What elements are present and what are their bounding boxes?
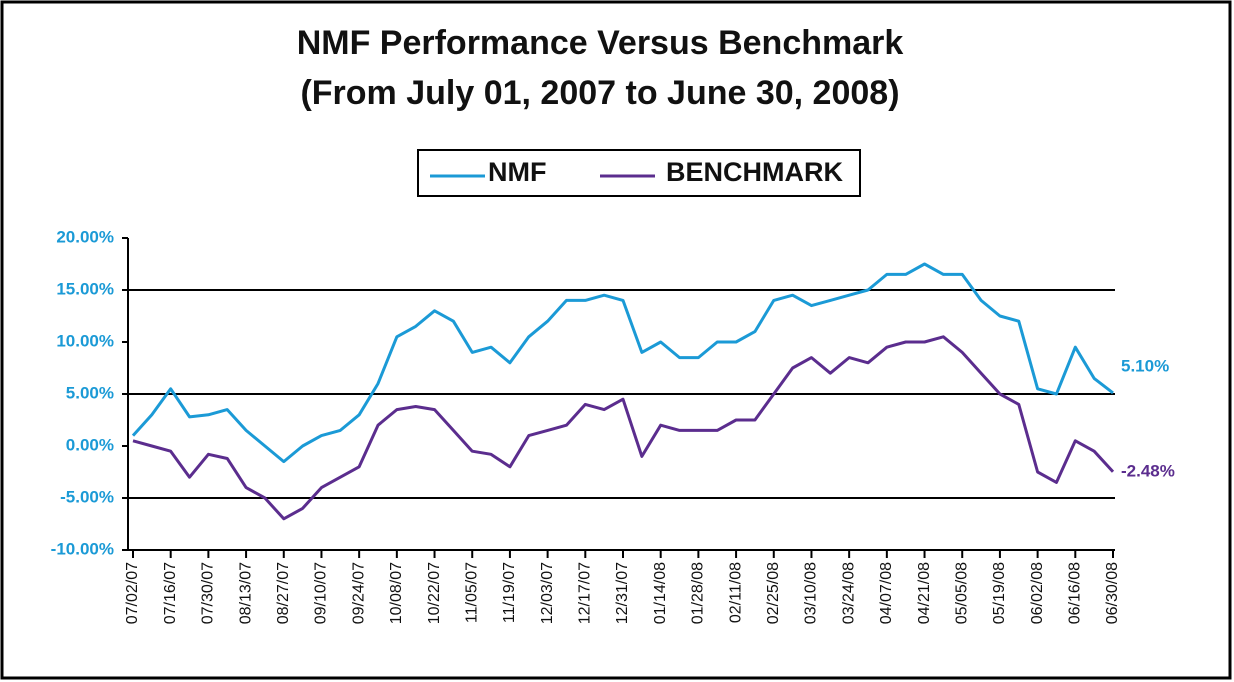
x-tick-label: 02/25/08 [765,562,782,624]
x-tick-label: 07/16/07 [162,562,179,624]
y-tick-label: -5.00% [60,487,114,506]
x-tick-label: 12/03/07 [539,562,556,624]
x-tick-label: 08/13/07 [237,562,254,624]
legend-label: BENCHMARK [666,157,843,187]
y-tick-label: 0.00% [66,435,114,454]
x-tick-label: 11/05/07 [463,562,480,623]
x-tick-label: 09/24/07 [350,562,367,624]
x-tick-label: 09/10/07 [313,562,330,624]
x-tick-label: 05/05/08 [953,562,970,624]
value-label: -2.48% [1121,461,1175,480]
y-tick-label: -10.00% [51,539,114,558]
y-tick-label: 20.00% [56,227,114,246]
x-tick-label: 05/19/08 [991,562,1008,624]
legend: NMF BENCHMARK [430,157,843,187]
y-tick-label: 5.00% [66,383,114,402]
x-tick-label: 10/08/07 [388,562,405,624]
value-label: 5.10% [1121,356,1169,375]
y-tick-label: 15.00% [56,279,114,298]
x-tick-label: 10/22/07 [426,562,443,624]
x-tick-label: 06/16/08 [1067,562,1084,624]
x-tick-label: 07/30/07 [200,562,217,624]
y-tick-label: 10.00% [56,331,114,350]
chart-title: NMF Performance Versus Benchmark [297,24,904,62]
chart-subtitle: (From July 01, 2007 to June 30, 2008) [300,74,899,112]
x-tick-label: 12/31/07 [614,562,631,624]
x-tick-label: 02/11/08 [727,562,744,623]
x-tick-label: 08/27/07 [275,562,292,624]
x-tick-label: 12/17/07 [577,562,594,624]
x-tick-label: 06/02/08 [1029,562,1046,624]
x-tick-label: 01/28/08 [690,562,707,624]
x-tick-label: 04/07/08 [878,562,895,624]
x-tick-label: 07/02/07 [124,562,141,624]
legend-label: NMF [488,157,546,187]
x-tick-label: 04/21/08 [916,562,933,624]
legend-box [417,149,861,197]
x-tick-label: 06/30/08 [1104,562,1121,624]
x-tick-label: 03/24/08 [840,562,857,624]
x-tick-label: 11/19/07 [501,562,518,623]
series-line [132,335,1115,521]
x-tick-label: 01/14/08 [652,562,669,624]
series-line [131,262,1114,464]
x-tick-label: 03/10/08 [803,562,820,624]
